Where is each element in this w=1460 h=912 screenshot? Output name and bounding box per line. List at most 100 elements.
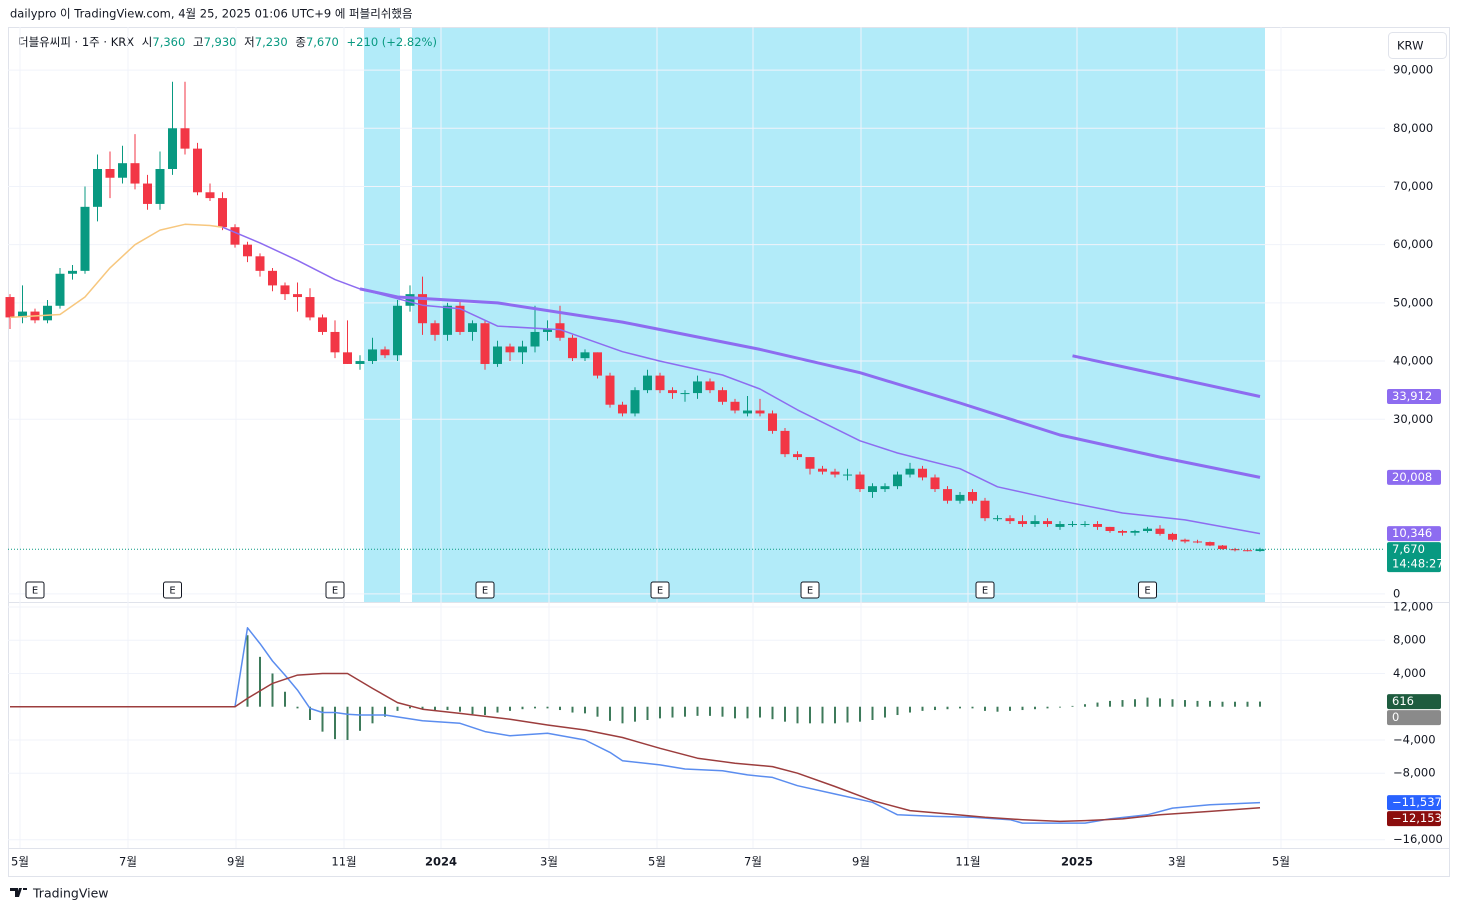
earnings-label: E [657, 586, 663, 597]
candle-body [905, 468, 915, 475]
x-tick-label: 5월 [11, 855, 29, 869]
candle-body [1143, 528, 1152, 531]
candle-body [630, 390, 640, 414]
candle-body [243, 244, 252, 257]
ohlc-label: 저 [244, 35, 255, 49]
candle-body [268, 270, 277, 286]
earnings-marker [975, 581, 995, 599]
candle-body [393, 305, 402, 356]
candle-body [380, 349, 390, 356]
candle-body [1180, 539, 1190, 542]
price-label-box [1387, 542, 1441, 573]
price-label: −11,537 [1392, 795, 1442, 809]
candle-body [193, 148, 202, 193]
candle-body [618, 404, 627, 414]
change: +210 (+2.82%) [347, 35, 437, 49]
earnings-label: E [169, 586, 175, 597]
brand: TradingView [32, 886, 109, 901]
currency[interactable]: KRW [1397, 39, 1423, 53]
x-tick-label: 5월 [648, 855, 666, 869]
y-tick-label: −4,000 [1393, 732, 1436, 746]
candle-body [1168, 533, 1177, 540]
candle-body [155, 169, 165, 204]
candle-body [230, 227, 240, 245]
y-tick-label: −16,000 [1393, 832, 1443, 846]
candle-body [130, 163, 140, 184]
price-label: 7,670 [1392, 542, 1425, 556]
candle-body [455, 305, 465, 332]
candle-body [1205, 542, 1215, 546]
candle-body [1255, 549, 1265, 552]
candle-body [755, 410, 765, 414]
price-label-box [1387, 694, 1441, 710]
ohlc-value: 7,670 [306, 35, 339, 49]
earnings-marker [800, 581, 820, 599]
countdown: 14:48:27 [1392, 557, 1444, 571]
candle-body [1218, 545, 1227, 550]
candle-body [255, 256, 265, 271]
ohlc-label: 종 [295, 35, 306, 49]
x-tick-label: 11월 [955, 855, 980, 869]
candle-body [793, 454, 802, 458]
y-tick-label: 0 [1393, 586, 1400, 600]
price-label: 20,008 [1392, 470, 1432, 484]
ohlc-value: 7,930 [204, 35, 237, 49]
price-label-box [1387, 795, 1441, 811]
candle-body [80, 206, 90, 271]
earnings-label: E [32, 586, 38, 597]
price-label-box [1387, 710, 1441, 726]
candle-body [943, 489, 952, 501]
candle-body [768, 413, 777, 431]
x-tick-label: 2024 [425, 855, 457, 869]
candle-body [1080, 524, 1090, 526]
candle-body [705, 381, 715, 391]
y-tick-label: 80,000 [1393, 121, 1433, 135]
candle-body [893, 474, 902, 487]
candle-body [143, 183, 152, 204]
earnings-label: E [1144, 586, 1150, 597]
candle-body [468, 323, 477, 332]
earnings-label: E [807, 586, 813, 597]
candle-body [480, 323, 490, 364]
price-label: 616 [1392, 694, 1414, 708]
price-label: −12,153 [1392, 811, 1442, 825]
indicator-line [222, 226, 1261, 535]
candle-body [55, 273, 65, 306]
earnings-marker [650, 581, 670, 599]
x-tick-label: 7월 [119, 855, 137, 869]
candle-body [1105, 526, 1115, 531]
candle-body [718, 390, 727, 402]
price-label: 33,912 [1392, 389, 1432, 403]
earnings-label: E [332, 586, 338, 597]
candle-body [1193, 541, 1202, 543]
candle-body [868, 486, 877, 493]
y-tick-label: 4,000 [1393, 666, 1426, 680]
highlight [412, 28, 1265, 602]
price-label-box [1387, 526, 1441, 542]
candle-body [1243, 550, 1252, 552]
candle-body [955, 494, 965, 501]
y-tick-label: 70,000 [1393, 179, 1433, 193]
candle-body [1130, 530, 1140, 533]
candle-body [505, 346, 515, 353]
currency-button[interactable] [1388, 32, 1447, 59]
candle-body [530, 331, 540, 347]
candle-body [68, 270, 77, 274]
candle-body [668, 390, 677, 394]
indicator-line [10, 627, 1261, 824]
candle-body [405, 294, 415, 306]
candle-body [443, 305, 452, 335]
candle-body [693, 381, 702, 394]
candle-body [543, 329, 552, 332]
candle-body [430, 323, 440, 335]
candle-body [493, 346, 502, 364]
candle-body [343, 352, 352, 364]
price-label-box [1387, 388, 1441, 404]
brand-logo [10, 888, 27, 897]
candle-body [568, 337, 577, 359]
price-label-box [1387, 811, 1441, 827]
candle-body [168, 128, 177, 170]
y-tick-label: 40,000 [1393, 354, 1433, 368]
price-label-box [1387, 469, 1441, 485]
symbol: 더블유씨피 · 1주 · KRX [18, 35, 134, 49]
